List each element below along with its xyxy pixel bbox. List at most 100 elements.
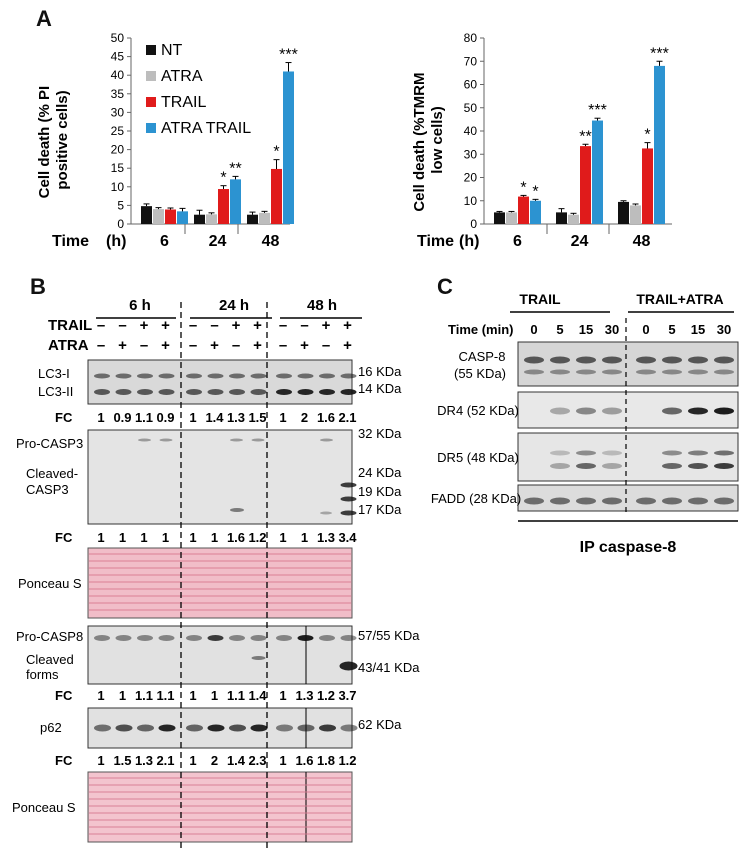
time-point-label: 30 — [605, 322, 619, 337]
kda-p62: 62 KDa — [358, 717, 402, 732]
blot-band — [115, 635, 132, 641]
blot-band — [662, 407, 682, 415]
fold-change-value: 1 — [279, 753, 286, 768]
fold-change-value: 1.2 — [338, 753, 356, 768]
time-label-1: Time — [52, 233, 89, 250]
fold-change-value: 1 — [211, 530, 218, 545]
x-tick-label: 24 — [571, 233, 589, 250]
blot-band — [138, 438, 151, 442]
fold-change-value: 1 — [97, 530, 104, 545]
blot-band — [340, 724, 358, 732]
blot-band — [207, 373, 224, 379]
label-ponceau-1: Ponceau S — [18, 576, 82, 591]
blot-band — [524, 369, 544, 375]
x-tick-label: 6 — [513, 233, 522, 250]
blot-band — [158, 724, 176, 732]
time-header-24h: 24 h — [219, 297, 249, 314]
legend-swatch-trail — [146, 97, 156, 107]
blot-band — [688, 356, 708, 364]
treatment-sign: + — [140, 317, 149, 334]
blot-casp3 — [87, 429, 353, 525]
blot-band — [276, 635, 292, 641]
fold-change-value: 2 — [211, 753, 218, 768]
blot-band — [636, 369, 656, 375]
blot-band — [229, 373, 245, 379]
y-tick-label: 20 — [464, 171, 478, 185]
blot-band — [714, 450, 734, 456]
y-tick-label: 10 — [464, 194, 478, 208]
blot-c-fadd — [517, 484, 739, 512]
blot-band — [714, 497, 734, 505]
fold-change-value: 0.9 — [113, 410, 131, 425]
significance-label: * — [644, 127, 650, 144]
blot-band — [297, 373, 314, 379]
time-unit-2: (h) — [459, 233, 479, 250]
blot-band — [207, 389, 224, 395]
fold-change-value: 1 — [119, 688, 126, 703]
fold-change-value: 1 — [140, 530, 147, 545]
chart-tmrm-low: Cell death (%TMRM low cells) 0 10 20 30 40 50… — [411, 31, 672, 250]
treatment-sign: + — [343, 337, 352, 354]
treatment-sign: + — [210, 337, 219, 354]
svg-text:Cell death (%TMRM low: Cell death (%TMRM low cells) — [411, 68, 446, 211]
legend-atra-trail: ATRA TRAIL — [161, 120, 251, 137]
fold-change-value: 1 — [189, 530, 196, 545]
svg-text:Cell death (% PI posit: Cell death (% PI positive cells) — [36, 82, 71, 199]
x-tick-label: 6 — [160, 233, 169, 250]
blot-band — [714, 463, 734, 469]
label-cleaved-forms-1: Cleaved — [26, 652, 74, 667]
blot-band — [319, 635, 335, 641]
blot-band — [186, 373, 202, 379]
fold-change-value: 1 — [189, 688, 196, 703]
blot-band — [94, 389, 110, 395]
treatment-sign: – — [140, 337, 148, 354]
time-header-6h: 6 h — [129, 297, 151, 314]
time-unit-1: (h) — [106, 233, 126, 250]
bar — [165, 209, 176, 224]
treatment-sign: + — [118, 337, 127, 354]
blot-band — [137, 724, 154, 732]
panel-a-charts: Cell death (% PI positive cells) 0 5 10 15 2… — [36, 31, 672, 250]
significance-label: *** — [588, 102, 607, 119]
bar — [283, 71, 294, 224]
blot-c-casp8 — [517, 341, 739, 387]
fold-change-value: 1.1 — [156, 688, 174, 703]
time-point-label: 0 — [530, 322, 537, 337]
blot-band — [229, 724, 246, 732]
treatment-sign: – — [300, 317, 308, 334]
kda-casp3-32: 32 KDa — [358, 426, 402, 441]
blot-band — [636, 497, 656, 505]
blot-band — [276, 373, 292, 379]
blot-band — [714, 356, 734, 364]
fold-change-value: 1.4 — [205, 410, 224, 425]
y-tick-label: 40 — [464, 124, 478, 138]
legend-swatch-nt — [146, 45, 156, 55]
fold-change-value: 1 — [279, 530, 286, 545]
blot-band — [137, 389, 153, 395]
bar — [206, 214, 217, 224]
fold-change-value: 1 — [97, 410, 104, 425]
bar — [580, 146, 591, 224]
blot-band — [340, 373, 357, 379]
blot-band — [158, 635, 175, 641]
treatment-sign: + — [253, 317, 262, 334]
y-tick-label: 0 — [117, 217, 124, 231]
blot-band — [229, 635, 245, 641]
ylabel2-line2: low cells) — [429, 106, 446, 174]
blot-band — [250, 373, 267, 379]
blot-band — [276, 724, 293, 732]
time-point-label: 15 — [579, 322, 593, 337]
label-c-casp8: CASP-8 — [459, 349, 506, 364]
blot-band — [688, 497, 708, 505]
blot-band — [207, 635, 224, 641]
panel-label-b: B — [30, 274, 46, 299]
blot-band — [688, 463, 708, 469]
blot-band — [339, 661, 358, 671]
time-point-label: 5 — [556, 322, 563, 337]
blot-band — [297, 724, 315, 732]
treatment-sign: + — [161, 337, 170, 354]
blot-band — [320, 438, 333, 442]
blot-band — [602, 450, 622, 456]
fold-change-value: 2.1 — [156, 753, 174, 768]
fold-change-value: 1.3 — [295, 688, 313, 703]
